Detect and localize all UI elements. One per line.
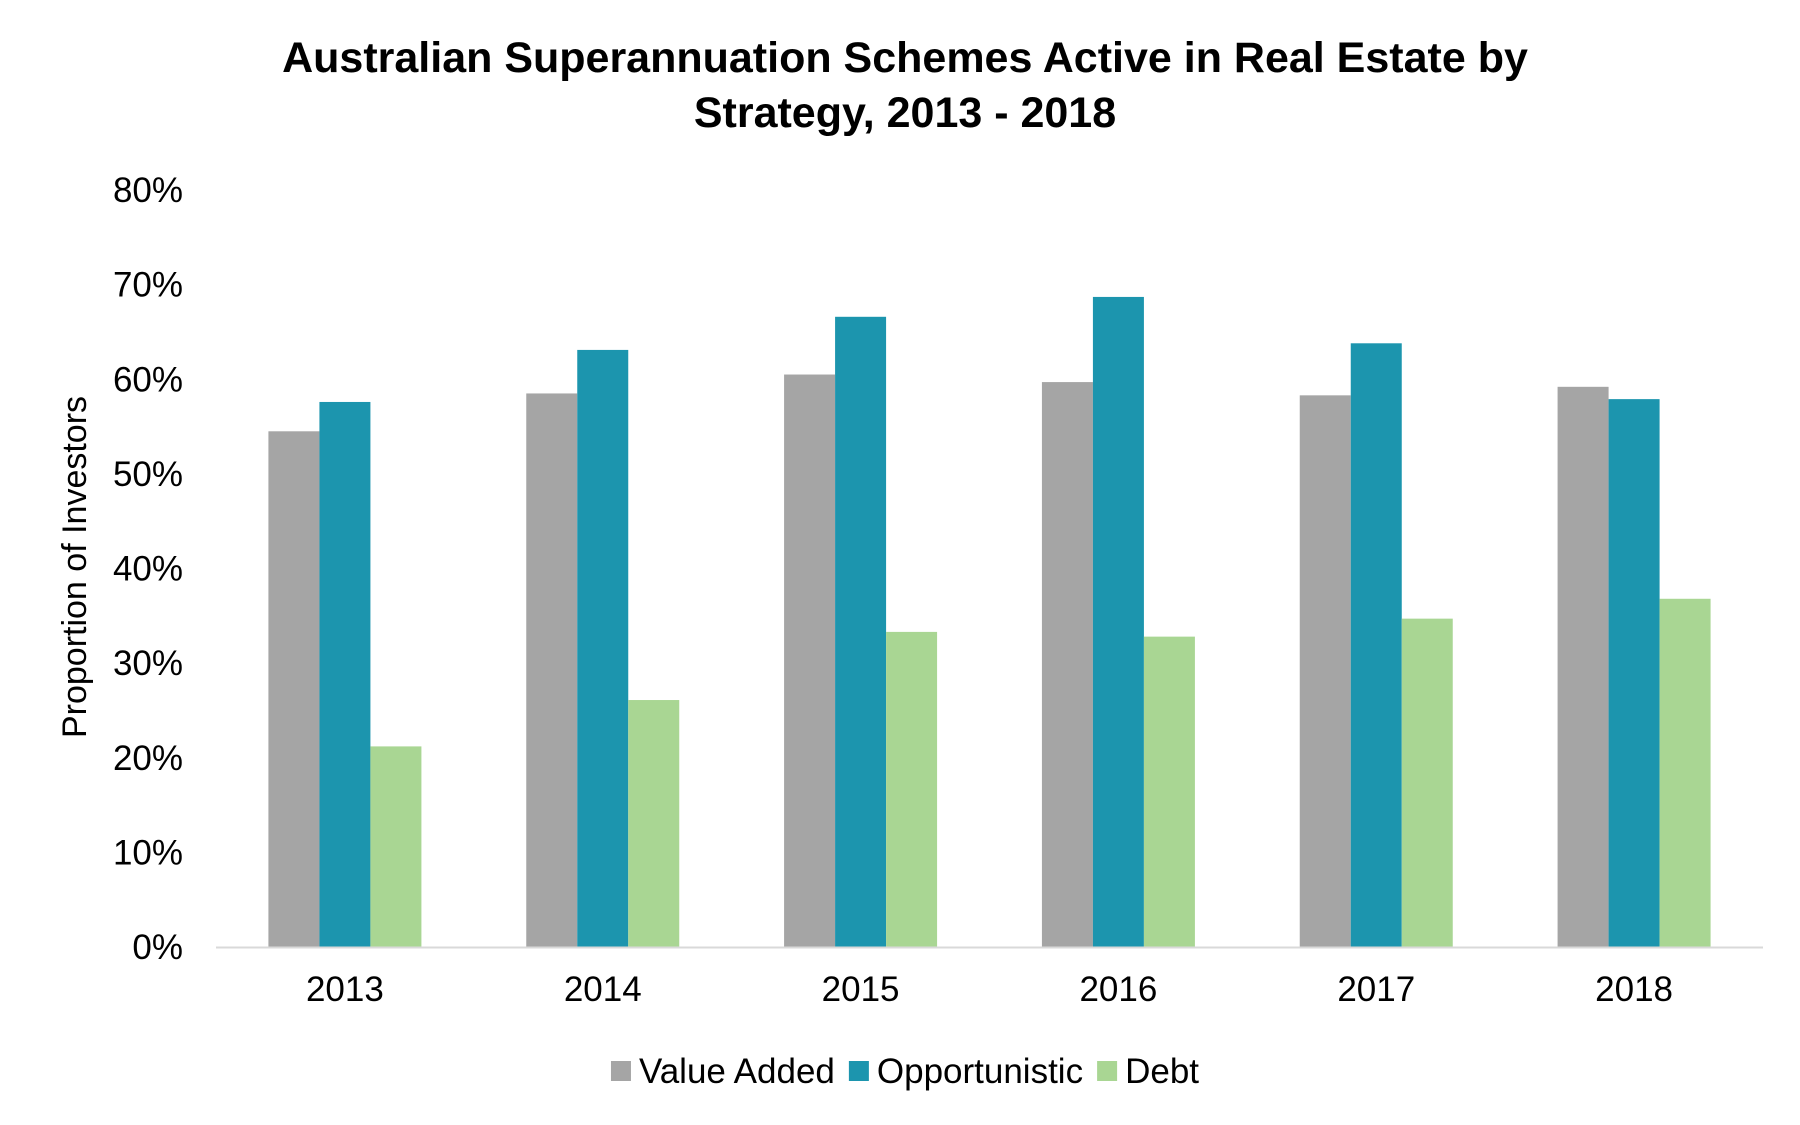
bar-value-added-2014: [526, 393, 578, 948]
y-tick-label: 60%: [113, 360, 183, 399]
x-tick-label: 2017: [1337, 970, 1415, 1009]
bar-opportunistic-2013: [319, 401, 371, 948]
bar-opportunistic-2018: [1608, 399, 1660, 948]
legend-label-value-added: Value Added: [639, 1052, 835, 1091]
bar-debt-2014: [628, 700, 680, 947]
bar-value-added-2017: [1299, 395, 1351, 947]
y-tick-label: 20%: [113, 739, 183, 778]
legend-label-opportunistic: Opportunistic: [877, 1052, 1083, 1091]
bar-debt-2017: [1401, 618, 1453, 947]
bar-value-added-2018: [1557, 386, 1609, 947]
y-tick-label: 30%: [113, 644, 183, 683]
y-axis-title: Proportion of Investors: [56, 396, 94, 738]
bar-opportunistic-2017: [1350, 343, 1402, 948]
y-tick-label: 50%: [113, 455, 183, 494]
chart-title-line-2: Strategy, 2013 - 2018: [694, 89, 1116, 137]
bar-debt-2013: [370, 746, 422, 947]
y-tick-label: 10%: [113, 833, 183, 872]
bar-opportunistic-2014: [577, 349, 629, 947]
x-tick-label: 2015: [822, 970, 900, 1009]
x-axis-ticks: 2013 2014 2015 2016 2017 2018: [306, 970, 1673, 1009]
bar-opportunistic-2016: [1092, 296, 1144, 947]
legend-swatch-opportunistic: [848, 1061, 869, 1081]
x-tick-label: 2014: [564, 970, 642, 1009]
legend-swatch-debt: [1097, 1061, 1118, 1081]
bar-debt-2015: [886, 631, 938, 947]
bar-value-added-2013: [268, 431, 320, 947]
legend: Value Added Opportunistic Debt: [610, 1052, 1199, 1091]
x-tick-label: 2016: [1079, 970, 1157, 1009]
bar-value-added-2016: [1041, 382, 1093, 947]
bar-value-added-2015: [784, 374, 836, 947]
bar-debt-2018: [1659, 598, 1711, 947]
x-tick-label: 2018: [1595, 970, 1673, 1009]
y-tick-label: 40%: [113, 550, 183, 589]
y-tick-label: 0%: [132, 928, 183, 967]
chart-title-line-1: Australian Superannuation Schemes Active…: [282, 34, 1528, 82]
bar-debt-2016: [1143, 636, 1195, 947]
legend-label-debt: Debt: [1125, 1052, 1199, 1091]
y-tick-label: 70%: [113, 266, 183, 305]
legend-swatch-value-added: [610, 1061, 631, 1081]
y-tick-label: 80%: [113, 171, 183, 210]
x-tick-label: 2013: [306, 970, 384, 1009]
bar-opportunistic-2015: [835, 316, 887, 947]
bar-marks: [268, 296, 1711, 948]
y-axis-ticks: 0% 10% 20% 30% 40% 50% 60% 70% 80%: [113, 171, 183, 967]
